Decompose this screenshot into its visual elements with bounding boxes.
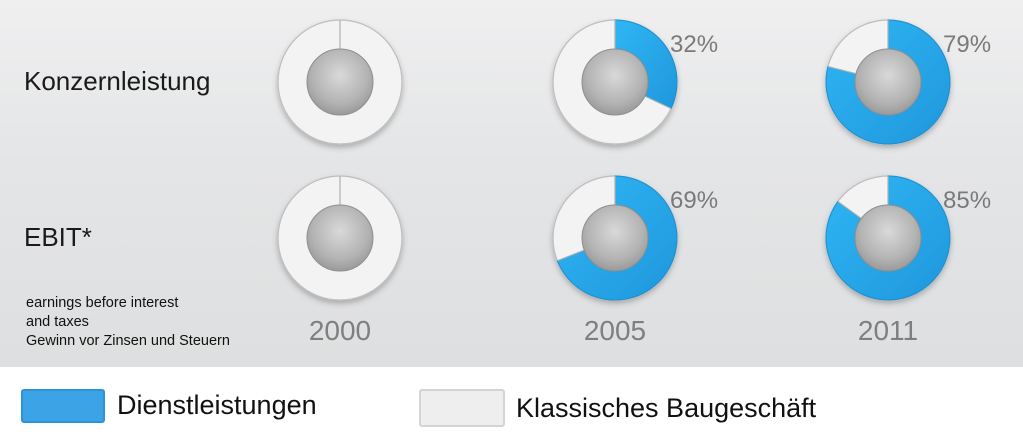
donut-end-line [837, 201, 862, 220]
footnote-line-1: earnings before interest [26, 295, 179, 311]
legend-label-klassisches-baugeschaeft: Klassisches Baugeschäft [516, 393, 817, 423]
donut-hole [306, 204, 374, 272]
year-label: 2005 [584, 315, 646, 346]
row-label-konzernleistung: Konzernleistung [24, 66, 211, 96]
donut-end-line [557, 249, 585, 262]
donut-hole [854, 204, 922, 272]
donut-r1-c3: 79% [825, 19, 991, 145]
donut-end-line [827, 66, 857, 75]
percent-label: 85% [943, 187, 991, 214]
row-label-ebit: EBIT* [24, 222, 92, 252]
percent-label: 32% [670, 31, 718, 58]
donut-r2-c1 [277, 175, 403, 301]
donut-r2-c3: 85% [825, 175, 991, 301]
donut-hole [581, 48, 649, 116]
legend-swatch-klassisches-baugeschaeft [419, 389, 505, 427]
footnote: earnings before interest and taxes Gewin… [26, 294, 230, 351]
year-label: 2000 [309, 315, 371, 346]
footnote-line-2: and taxes [26, 314, 89, 330]
donut-hole [854, 48, 922, 116]
donut-hole [306, 48, 374, 116]
donut-r1-c2: 32% [552, 19, 718, 145]
percent-label: 69% [670, 187, 718, 214]
year-label: 2011 [858, 315, 918, 346]
percent-label: 79% [943, 31, 991, 58]
donut-end-line [644, 95, 672, 109]
donut-r2-c2: 69% [552, 175, 718, 301]
legend-label-dienstleistungen: Dienstleistungen [117, 390, 317, 420]
chart-panel: Konzernleistung EBIT* earnings before in… [0, 0, 1023, 367]
donut-r1-c1 [277, 19, 403, 145]
footnote-line-3: Gewinn vor Zinsen und Steuern [26, 333, 230, 349]
donut-hole [581, 204, 649, 272]
donut-chart-grid: 32% 79% 69% 85% 2000 2005 2011 [277, 19, 991, 346]
legend-swatch-dienstleistungen [21, 389, 105, 423]
